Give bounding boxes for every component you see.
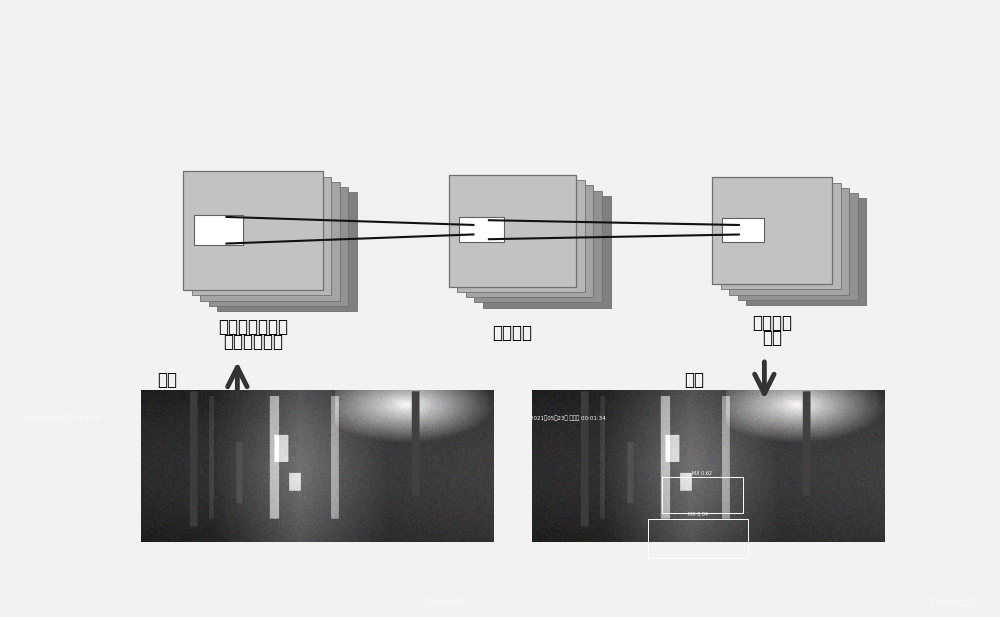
Bar (466, 186, 593, 297)
Bar (712, 177, 832, 284)
Bar (712, 177, 832, 284)
Bar (449, 175, 576, 287)
Bar (192, 176, 331, 296)
Text: 直方均衡处理: 直方均衡处理 (223, 333, 283, 352)
Bar (457, 180, 585, 292)
Text: 输入: 输入 (158, 371, 178, 389)
Bar (474, 191, 602, 302)
Text: 大佛寺#0111盘煤机下口: 大佛寺#0111盘煤机下口 (930, 599, 975, 605)
Text: 运行卷积: 运行卷积 (752, 313, 792, 331)
Text: 网络: 网络 (762, 329, 782, 347)
Bar (483, 196, 611, 307)
Bar (459, 217, 504, 242)
Text: 采集图像自适应: 采集图像自适应 (218, 318, 288, 336)
Bar (194, 215, 243, 245)
Text: 大佛寺#0111盘煤机下口: 大佛寺#0111盘煤机下口 (425, 599, 470, 605)
Text: 像素调整: 像素调整 (492, 324, 532, 342)
Bar (721, 183, 841, 289)
Text: MX 0.62: MX 0.62 (692, 471, 712, 476)
Bar (183, 172, 323, 290)
Bar (183, 172, 323, 290)
Bar (722, 218, 764, 241)
Text: 2021年05月23日 星期日 00:01:34: 2021年05月23日 星期日 00:01:34 (25, 415, 101, 421)
Bar (217, 193, 357, 311)
Text: MX 0.84: MX 0.84 (688, 512, 708, 517)
Text: 2021年05月23日 星期日 00:01:34: 2021年05月23日 星期日 00:01:34 (530, 415, 606, 421)
Bar (209, 187, 348, 306)
Bar (746, 198, 866, 305)
Text: 输出: 输出 (685, 371, 705, 389)
Bar (729, 188, 849, 295)
Bar (738, 193, 858, 300)
Bar (200, 182, 340, 300)
Bar (449, 175, 576, 287)
